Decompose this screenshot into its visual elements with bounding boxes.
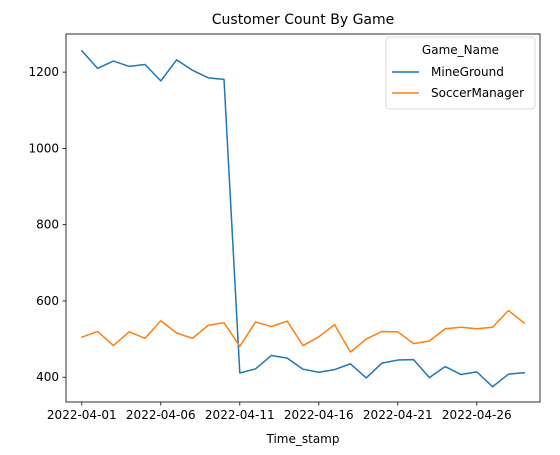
x-tick-label: 2022-04-16 — [284, 408, 354, 422]
axes-frame — [65, 33, 541, 403]
x-tick-label: 2022-04-06 — [126, 408, 196, 422]
y-tick-label: 1000 — [28, 141, 59, 155]
axes-layer: 400 600 800 1000 1200 2022-04-01 2022-04-06 202… — [28, 33, 541, 422]
x-axis-label: Time_stamp — [266, 432, 340, 446]
series-line-mineground — [80, 49, 526, 388]
y-tick-label: 600 — [36, 294, 59, 308]
y-tick-label: 1200 — [28, 65, 59, 79]
series-layer — [80, 49, 526, 388]
x-tick-label: 2022-04-01 — [47, 408, 117, 422]
legend-label-mineground: MineGround — [431, 65, 504, 79]
y-tick-label: 800 — [36, 218, 59, 232]
series-line-soccermanager — [80, 309, 526, 353]
x-tick-label: 2022-04-11 — [205, 408, 275, 422]
x-tick-label: 2022-04-21 — [363, 408, 433, 422]
legend-box — [385, 36, 536, 110]
y-tick-label: 400 — [36, 370, 59, 384]
legend: Game_Name MineGround SoccerManager — [385, 36, 536, 110]
chart-title: Customer Count By Game — [212, 12, 395, 28]
x-tick-label: 2022-04-26 — [442, 408, 512, 422]
legend-label-soccermanager: SoccerManager — [431, 86, 524, 100]
legend-title: Game_Name — [422, 43, 499, 57]
